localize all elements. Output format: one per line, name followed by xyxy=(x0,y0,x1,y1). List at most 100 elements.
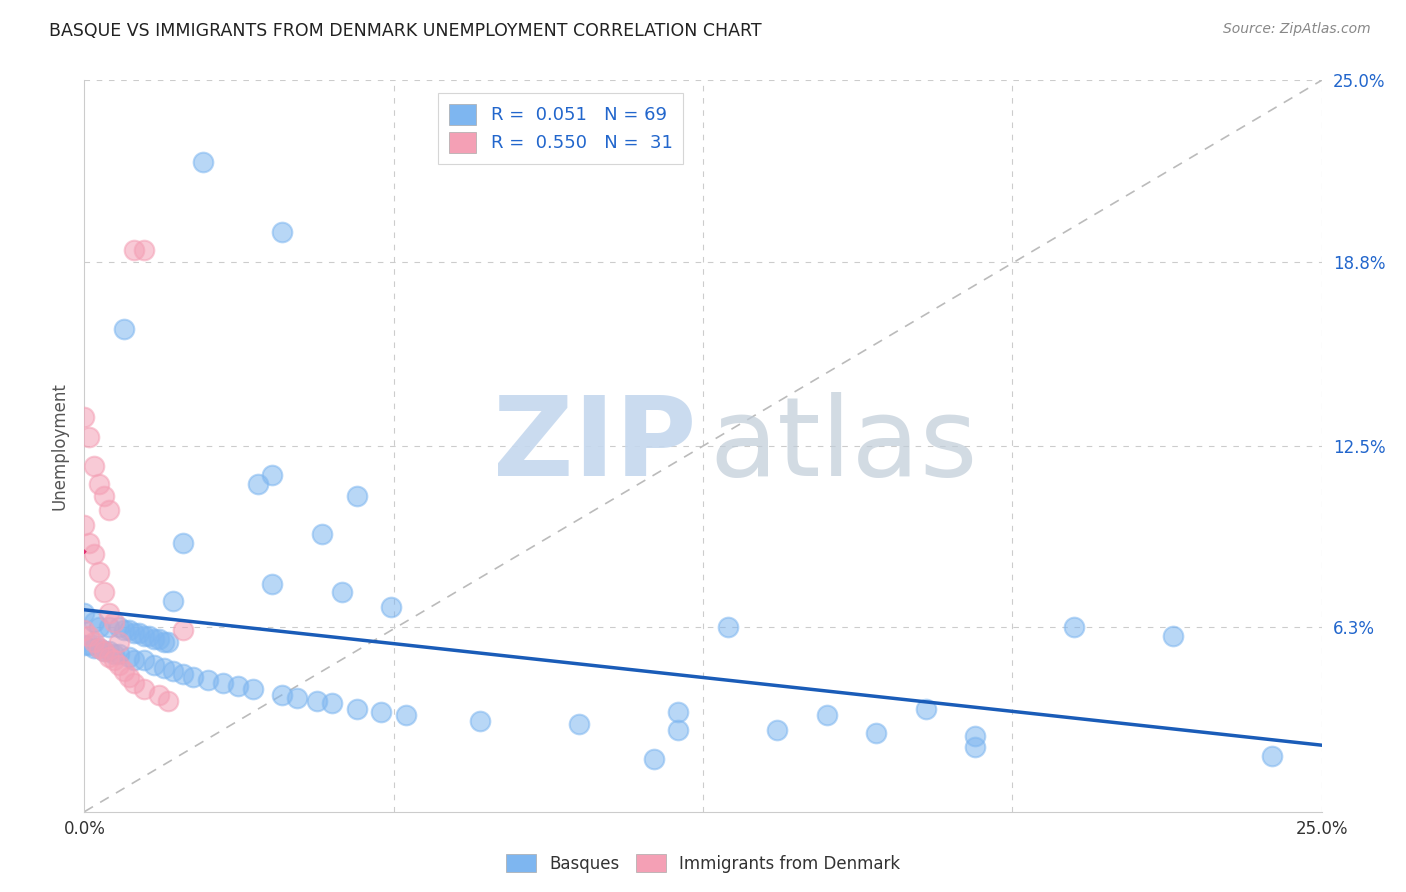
Y-axis label: Unemployment: Unemployment xyxy=(51,382,69,510)
Point xyxy=(172,535,194,549)
Point xyxy=(1063,620,1085,634)
Point xyxy=(172,624,194,638)
Point xyxy=(83,615,105,629)
Point xyxy=(148,632,170,646)
Point xyxy=(321,697,343,711)
Point xyxy=(98,649,121,664)
Point xyxy=(89,620,111,634)
Point xyxy=(717,620,740,634)
Point xyxy=(1161,629,1184,643)
Point xyxy=(262,576,284,591)
Point xyxy=(162,665,184,679)
Point xyxy=(152,661,174,675)
Point xyxy=(112,624,135,638)
Point xyxy=(112,322,135,336)
Point xyxy=(79,430,101,444)
Point xyxy=(157,635,180,649)
Point xyxy=(181,670,204,684)
Point xyxy=(226,679,249,693)
Point xyxy=(162,594,184,608)
Point xyxy=(865,725,887,739)
Point xyxy=(122,676,145,690)
Point xyxy=(965,740,987,755)
Point xyxy=(122,626,145,640)
Point xyxy=(330,585,353,599)
Point xyxy=(73,606,96,620)
Point xyxy=(108,620,131,634)
Point xyxy=(346,702,368,716)
Point xyxy=(112,665,135,679)
Point xyxy=(118,670,141,684)
Point xyxy=(132,681,155,696)
Point xyxy=(118,649,141,664)
Point xyxy=(89,640,111,655)
Point xyxy=(395,708,418,723)
Text: Source: ZipAtlas.com: Source: ZipAtlas.com xyxy=(1223,22,1371,37)
Point xyxy=(242,681,264,696)
Point xyxy=(157,693,180,707)
Point xyxy=(93,585,115,599)
Point xyxy=(246,477,269,491)
Point xyxy=(89,640,111,655)
Point xyxy=(83,640,105,655)
Point xyxy=(815,708,838,723)
Point xyxy=(83,459,105,474)
Point xyxy=(191,155,214,169)
Point xyxy=(93,644,115,658)
Point xyxy=(666,705,689,719)
Point xyxy=(132,629,155,643)
Point xyxy=(285,690,308,705)
Point xyxy=(148,688,170,702)
Point xyxy=(108,647,131,661)
Point xyxy=(103,652,125,666)
Point xyxy=(103,615,125,629)
Point xyxy=(305,693,328,707)
Point xyxy=(766,723,789,737)
Point xyxy=(122,243,145,257)
Point xyxy=(108,658,131,673)
Point xyxy=(89,477,111,491)
Point xyxy=(98,620,121,634)
Point xyxy=(142,658,165,673)
Point xyxy=(132,652,155,666)
Point xyxy=(212,676,235,690)
Point xyxy=(271,688,294,702)
Legend: Basques, Immigrants from Denmark: Basques, Immigrants from Denmark xyxy=(499,847,907,880)
Point xyxy=(172,667,194,681)
Point xyxy=(108,635,131,649)
Point xyxy=(666,723,689,737)
Point xyxy=(93,644,115,658)
Text: atlas: atlas xyxy=(709,392,977,500)
Point xyxy=(118,624,141,638)
Point xyxy=(568,717,591,731)
Point xyxy=(103,647,125,661)
Point xyxy=(380,599,402,614)
Point xyxy=(98,606,121,620)
Point xyxy=(73,518,96,533)
Point xyxy=(83,547,105,561)
Point xyxy=(122,652,145,666)
Point xyxy=(262,468,284,483)
Point xyxy=(79,629,101,643)
Point xyxy=(128,626,150,640)
Point xyxy=(197,673,219,687)
Point xyxy=(965,729,987,743)
Point xyxy=(914,702,936,716)
Point xyxy=(271,226,294,240)
Point xyxy=(93,489,115,503)
Point xyxy=(311,526,333,541)
Point xyxy=(370,705,392,719)
Text: ZIP: ZIP xyxy=(494,392,697,500)
Point xyxy=(643,752,665,766)
Point xyxy=(79,638,101,652)
Point xyxy=(138,629,160,643)
Point xyxy=(132,243,155,257)
Point xyxy=(73,624,96,638)
Point xyxy=(470,714,492,728)
Point xyxy=(98,503,121,517)
Point xyxy=(89,565,111,579)
Point xyxy=(73,638,96,652)
Point xyxy=(152,635,174,649)
Point xyxy=(346,489,368,503)
Point xyxy=(73,409,96,424)
